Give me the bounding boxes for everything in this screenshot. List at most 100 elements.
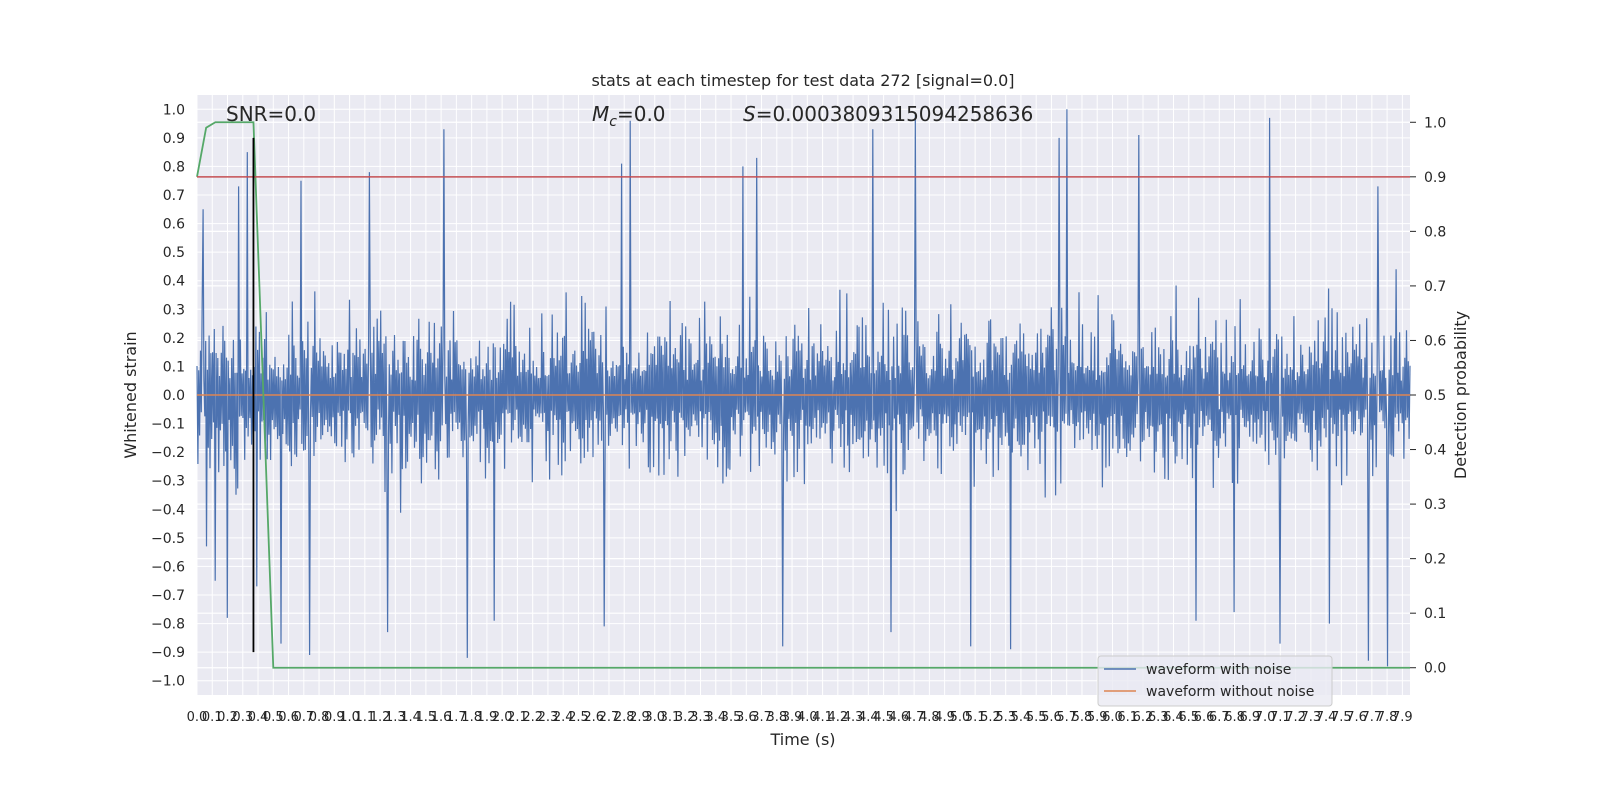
x-tick-label: 0.0 [187,710,208,725]
chirp-mass-subscript: c [609,114,617,130]
y-tick-label: 0.6 [163,217,185,233]
x-tick-label: 1.4 [400,710,421,725]
x-tick-label: 2.7 [599,710,620,725]
x-tick-label: 5.3 [995,710,1016,725]
y-right-tick-label: 0.8 [1424,224,1446,240]
y-tick-label: −0.3 [151,474,185,490]
y-right-tick-label: 0.1 [1424,606,1446,622]
x-tick-label: 2.6 [583,710,604,725]
x-tick-label: 7.1 [1270,710,1291,725]
x-tick-label: 1.7 [446,710,467,725]
x-tick-label: 4.5 [873,710,894,725]
y-tick-label: −0.6 [151,559,185,575]
snr-annotation: SNR=0.0 [226,102,316,126]
x-tick-label: 0.3 [232,710,253,725]
y-tick-label: 0.5 [163,245,185,261]
x-tick-label: 7.5 [1331,710,1352,725]
y-tick-label: −0.4 [151,502,185,518]
x-tick-label: 3.5 [721,710,742,725]
x-tick-label: 0.5 [263,710,284,725]
legend-label-noise: waveform with noise [1146,662,1291,678]
y-tick-label: −0.2 [151,445,185,461]
y-right-tick-label: 0.5 [1424,388,1446,404]
y-right-tick-label: 0.9 [1424,170,1446,186]
x-tick-label: 1.3 [385,710,406,725]
x-tick-label: 5.5 [1026,710,1047,725]
legend-box [1097,655,1333,707]
y-tick-label: 0.4 [163,274,185,290]
x-tick-label: 7.8 [1377,710,1398,725]
y-tick-label: −0.9 [151,645,185,661]
x-tick-label: 7.4 [1316,710,1337,725]
x-tick-label: 2.8 [614,710,635,725]
x-tick-label: 3.2 [675,710,696,725]
x-tick-label: 6.5 [1178,710,1199,725]
x-tick-label: 0.1 [202,710,223,725]
x-tick-label: 1.1 [354,710,375,725]
y-tick-label: 1.0 [163,102,185,118]
chirp-mass-annotation: Mc=0.0 [592,102,666,130]
legend-label-clean: waveform without noise [1146,684,1314,700]
y-right-tick-label: 0.7 [1424,279,1446,295]
x-tick-label: 3.0 [644,710,665,725]
x-tick-label: 1.8 [461,710,482,725]
x-tick-label: 3.3 [690,710,711,725]
y-tick-label: −0.8 [151,617,185,633]
y-tick-label: −0.7 [151,588,185,604]
y-tick-label: −1.0 [151,674,185,690]
x-axis-label: Time (s) [769,730,835,749]
x-tick-label: 6.7 [1209,710,1230,725]
x-tick-label: 4.0 [797,710,818,725]
y-right-tick-label: 0.4 [1424,443,1446,459]
x-tick-label: 6.6 [1194,710,1215,725]
x-tick-label: 7.0 [1255,710,1276,725]
s-annotation: S=0.0003809315094258636 [743,102,1033,126]
x-tick-label: 1.6 [431,710,452,725]
x-tick-label: 4.2 [827,710,848,725]
x-tick-label: 0.8 [309,710,330,725]
x-tick-label: 5.8 [1072,710,1093,725]
y-right-tick-label: 0.2 [1424,552,1446,568]
x-tick-label: 6.0 [1102,710,1123,725]
ticks: 0.00.10.20.30.40.50.60.70.80.91.01.11.21… [151,102,1446,725]
x-tick-label: 1.5 [416,710,437,725]
x-tick-label: 6.8 [1224,710,1245,725]
x-tick-label: 0.6 [278,710,299,725]
x-tick-label: 5.0 [950,710,971,725]
x-tick-label: 4.6 [889,710,910,725]
y-tick-label: 0.1 [163,359,185,375]
s-symbol: S [743,102,756,126]
x-tick-label: 4.4 [858,710,879,725]
x-tick-label: 5.6 [1041,710,1062,725]
y-right-tick-label: 0.6 [1424,333,1446,349]
x-tick-label: 3.8 [766,710,787,725]
x-tick-label: 4.9 [934,710,955,725]
x-tick-label: 2.3 [538,710,559,725]
y-right-axis-label: Detection probability [1451,311,1470,479]
y-tick-label: −0.1 [151,417,185,433]
x-tick-label: 7.7 [1362,710,1383,725]
x-tick-label: 4.1 [812,710,833,725]
x-tick-label: 2.0 [492,710,513,725]
x-tick-label: 7.2 [1285,710,1306,725]
legend: waveform with noise waveform without noi… [1097,655,1333,707]
s-value: =0.0003809315094258636 [756,102,1034,126]
x-tick-label: 0.7 [293,710,314,725]
x-tick-label: 6.4 [1163,710,1184,725]
chart-title: stats at each timestep for test data 272… [591,71,1014,90]
chirp-mass-value: =0.0 [617,102,666,126]
y-tick-label: 0.0 [163,388,185,404]
x-tick-label: 7.3 [1300,710,1321,725]
y-right-tick-label: 1.0 [1424,115,1446,131]
x-tick-label: 6.2 [1133,710,1154,725]
x-tick-label: 7.9 [1392,710,1413,725]
x-tick-label: 5.7 [1056,710,1077,725]
y-tick-label: 0.9 [163,131,185,147]
y-tick-label: 0.7 [163,188,185,204]
x-tick-label: 7.6 [1346,710,1367,725]
x-tick-label: 1.9 [477,710,498,725]
data-layer [196,109,1411,669]
series-detection-probability [196,121,1410,669]
series-waveform-with-noise [196,109,1411,667]
